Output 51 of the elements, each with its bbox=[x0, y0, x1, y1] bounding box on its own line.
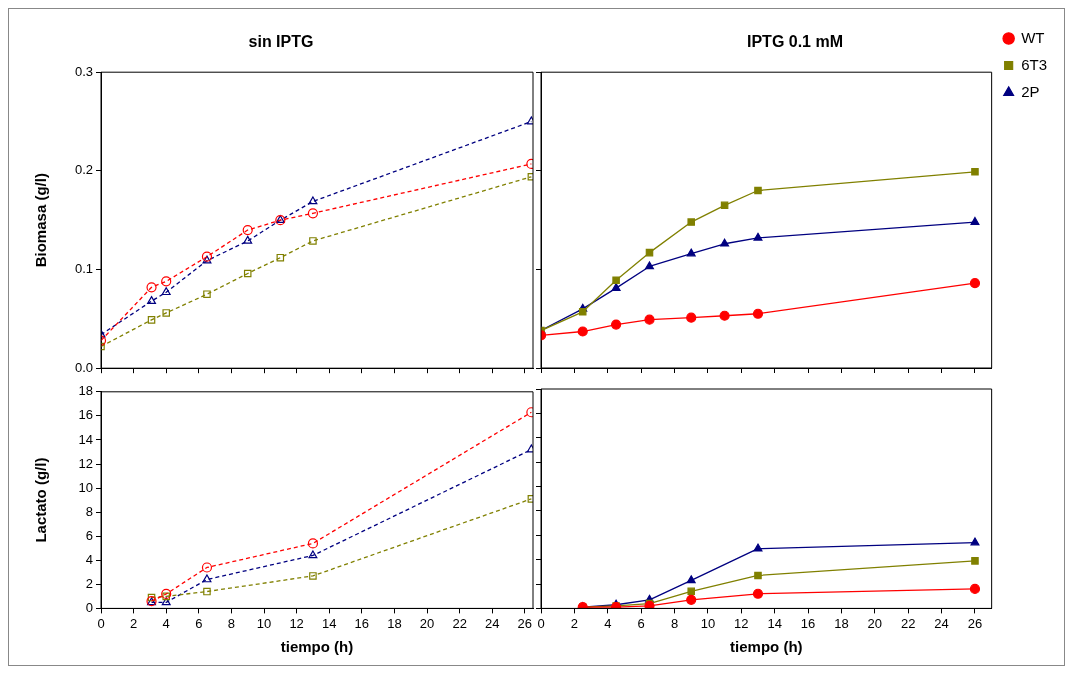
y-axis-title: Lactato (g/l) bbox=[32, 457, 50, 543]
x-tick-label: 20 bbox=[867, 615, 883, 631]
x-tick-label: 6 bbox=[195, 615, 203, 631]
legend-label: 2P bbox=[1021, 82, 1040, 100]
x-axis-title: tiempo (h) bbox=[730, 638, 803, 656]
y-tick-label: 0.3 bbox=[74, 63, 93, 79]
x-tick-label: 0 bbox=[537, 615, 545, 631]
x-tick-label: 2 bbox=[570, 615, 578, 631]
x-tick-label: 20 bbox=[419, 615, 435, 631]
x-tick-label: 6 bbox=[637, 615, 645, 631]
x-tick-label: 0 bbox=[97, 615, 105, 631]
x-tick-label: 4 bbox=[162, 615, 170, 631]
legend-label: WT bbox=[1021, 28, 1045, 46]
x-tick-label: 14 bbox=[767, 615, 782, 631]
y-tick-label: 0.0 bbox=[74, 359, 93, 375]
x-tick-label: 16 bbox=[354, 615, 370, 631]
x-tick-label: 22 bbox=[900, 615, 916, 631]
x-tick-label: 18 bbox=[387, 615, 402, 631]
x-tick-label: 24 bbox=[934, 615, 949, 631]
x-tick-label: 26 bbox=[967, 615, 983, 631]
y-tick-label: 6 bbox=[85, 527, 93, 543]
x-tick-label: 14 bbox=[321, 615, 337, 631]
x-tick-label: 22 bbox=[452, 615, 467, 631]
y-tick-label: 2 bbox=[85, 575, 93, 591]
y-tick-label: 0.1 bbox=[74, 261, 93, 277]
y-tick-label: 8 bbox=[85, 503, 93, 519]
y-tick-label: 12 bbox=[78, 455, 93, 471]
y-tick-label: 10 bbox=[78, 479, 93, 495]
y-tick-label: 14 bbox=[78, 431, 93, 447]
x-tick-label: 26 bbox=[517, 615, 533, 631]
chart-title: IPTG 0.1 mM bbox=[746, 33, 844, 51]
y-tick-label: 0 bbox=[85, 599, 93, 615]
y-tick-label: 4 bbox=[85, 551, 93, 567]
x-tick-label: 24 bbox=[485, 615, 500, 631]
x-tick-label: 8 bbox=[227, 615, 236, 631]
x-tick-label: 18 bbox=[834, 615, 849, 631]
x-tick-label: 2 bbox=[129, 615, 138, 631]
y-axis-title: Biomasa (g/l) bbox=[32, 173, 50, 268]
chart-title: sin IPTG bbox=[248, 33, 314, 51]
x-tick-label: 12 bbox=[734, 615, 749, 631]
x-tick-label: 8 bbox=[670, 615, 679, 631]
x-axis-title: tiempo (h) bbox=[280, 638, 354, 656]
x-tick-label: 16 bbox=[800, 615, 816, 631]
x-tick-label: 10 bbox=[256, 615, 272, 631]
y-tick-label: 16 bbox=[78, 407, 93, 423]
y-tick-label: 18 bbox=[78, 383, 93, 399]
y-tick-label: 0.2 bbox=[74, 162, 93, 178]
legend-label: 6T3 bbox=[1021, 55, 1048, 73]
x-tick-label: 4 bbox=[604, 615, 612, 631]
x-tick-label: 12 bbox=[289, 615, 304, 631]
x-tick-label: 10 bbox=[700, 615, 716, 631]
